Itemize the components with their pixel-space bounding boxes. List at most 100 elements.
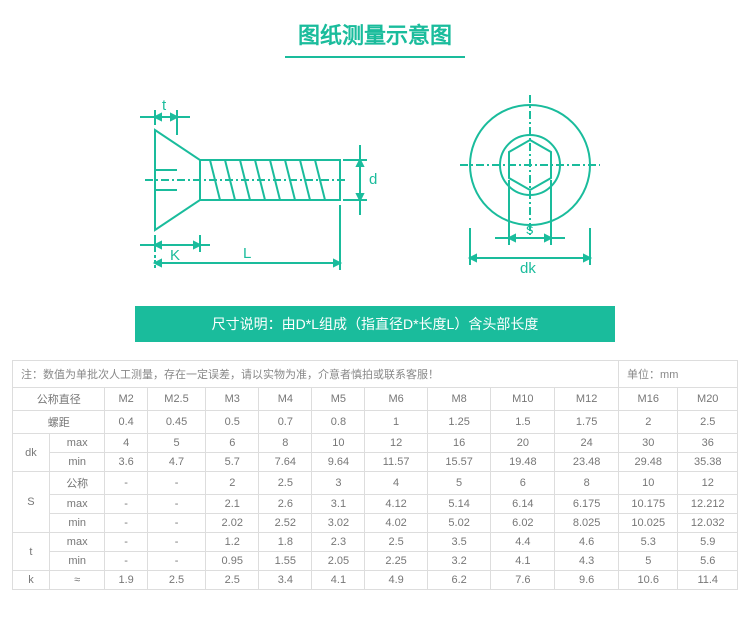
value-cell: 1.8 <box>259 533 312 552</box>
value-cell: - <box>147 472 205 495</box>
pitch-cell: 1.75 <box>555 411 619 434</box>
value-cell: 2.5 <box>147 571 205 590</box>
table-unit: 单位：mm <box>619 361 738 388</box>
value-cell: - <box>147 533 205 552</box>
col-header: M8 <box>427 388 491 411</box>
value-cell: 2.1 <box>206 495 259 514</box>
value-cell: 36 <box>678 434 738 453</box>
value-cell: 2 <box>206 472 259 495</box>
value-cell: 5.6 <box>678 552 738 571</box>
col-header: M20 <box>678 388 738 411</box>
group-label: dk <box>13 434 50 472</box>
pitch-cell: 2 <box>619 411 678 434</box>
value-cell: - <box>105 533 147 552</box>
value-cell: 5 <box>619 552 678 571</box>
table-row: dkmax456810121620243036 <box>13 434 738 453</box>
col-header: M16 <box>619 388 678 411</box>
group-label: S <box>13 472 50 533</box>
table-row: max--2.12.63.14.125.146.146.17510.17512.… <box>13 495 738 514</box>
value-cell: 4.6 <box>555 533 619 552</box>
title-underline <box>285 56 465 58</box>
pitch-cell: 1.5 <box>491 411 555 434</box>
value-cell: 6.02 <box>491 514 555 533</box>
value-cell: - <box>105 552 147 571</box>
spec-table: 注：数值为单批次人工测量，存在一定误差，请以实物为准，介意者慎拍或联系客服！ 单… <box>12 360 738 590</box>
label-dk: dk <box>520 260 536 277</box>
table-row: tmax--1.21.82.32.53.54.44.65.35.9 <box>13 533 738 552</box>
pitch-cell: 2.5 <box>678 411 738 434</box>
pitch-cell: 1 <box>365 411 427 434</box>
page-title: 图纸测量示意图 <box>0 0 750 56</box>
table-row: k≈1.92.52.53.44.14.96.27.69.610.611.4 <box>13 571 738 590</box>
value-cell: 24 <box>555 434 619 453</box>
value-cell: 12.212 <box>678 495 738 514</box>
label-K: K <box>170 247 180 264</box>
value-cell: 3 <box>312 472 365 495</box>
col-header: M10 <box>491 388 555 411</box>
value-cell: 4.1 <box>312 571 365 590</box>
value-cell: - <box>105 514 147 533</box>
value-cell: 30 <box>619 434 678 453</box>
label-t: t <box>162 97 167 114</box>
value-cell: 8 <box>555 472 619 495</box>
value-cell: 19.48 <box>491 453 555 472</box>
pitch-cell: 0.4 <box>105 411 147 434</box>
value-cell: 6.14 <box>491 495 555 514</box>
value-cell: 3.4 <box>259 571 312 590</box>
value-cell: 4.9 <box>365 571 427 590</box>
value-cell: 6.2 <box>427 571 491 590</box>
value-cell: 15.57 <box>427 453 491 472</box>
value-cell: 6 <box>491 472 555 495</box>
col-header: M12 <box>555 388 619 411</box>
col-header: M2 <box>105 388 147 411</box>
value-cell: 12 <box>365 434 427 453</box>
value-cell: - <box>147 514 205 533</box>
value-cell: 4 <box>105 434 147 453</box>
value-cell: 5 <box>427 472 491 495</box>
pitch-cell: 0.7 <box>259 411 312 434</box>
value-cell: 3.1 <box>312 495 365 514</box>
value-cell: 4 <box>365 472 427 495</box>
value-cell: 2.5 <box>206 571 259 590</box>
value-cell: 3.02 <box>312 514 365 533</box>
table-note-row: 注：数值为单批次人工测量，存在一定误差，请以实物为准，介意者慎拍或联系客服！ 单… <box>13 361 738 388</box>
value-cell: 35.38 <box>678 453 738 472</box>
screw-top-diagram: s dk <box>445 80 635 280</box>
pitch-cell: 0.5 <box>206 411 259 434</box>
value-cell: 4.02 <box>365 514 427 533</box>
value-cell: 10.175 <box>619 495 678 514</box>
col-header: M6 <box>365 388 427 411</box>
value-cell: 10 <box>619 472 678 495</box>
value-cell: - <box>105 495 147 514</box>
sub-label: max <box>49 533 105 552</box>
value-cell: 9.6 <box>555 571 619 590</box>
value-cell: 6 <box>206 434 259 453</box>
value-cell: 12 <box>678 472 738 495</box>
value-cell: 29.48 <box>619 453 678 472</box>
value-cell: 7.64 <box>259 453 312 472</box>
value-cell: 11.4 <box>678 571 738 590</box>
value-cell: 8.025 <box>555 514 619 533</box>
value-cell: 5.14 <box>427 495 491 514</box>
sub-label: min <box>49 453 105 472</box>
screw-side-diagram: t K L d <box>115 80 395 280</box>
group-label: k <box>13 571 50 590</box>
value-cell: 8 <box>259 434 312 453</box>
value-cell: 9.64 <box>312 453 365 472</box>
value-cell: 10.025 <box>619 514 678 533</box>
value-cell: 2.05 <box>312 552 365 571</box>
sub-label: min <box>49 514 105 533</box>
table-row: min--2.022.523.024.025.026.028.02510.025… <box>13 514 738 533</box>
value-cell: 10 <box>312 434 365 453</box>
value-cell: 2.25 <box>365 552 427 571</box>
group-label: t <box>13 533 50 571</box>
col-header: M3 <box>206 388 259 411</box>
header-row: 公称直径M2M2.5M3M4M5M6M8M10M12M16M20 <box>13 388 738 411</box>
value-cell: 11.57 <box>365 453 427 472</box>
value-cell: 5.02 <box>427 514 491 533</box>
value-cell: 23.48 <box>555 453 619 472</box>
label-s: s <box>526 221 534 238</box>
value-cell: 1.2 <box>206 533 259 552</box>
value-cell: 4.7 <box>147 453 205 472</box>
diagram-area: t K L d s dk <box>0 70 750 298</box>
